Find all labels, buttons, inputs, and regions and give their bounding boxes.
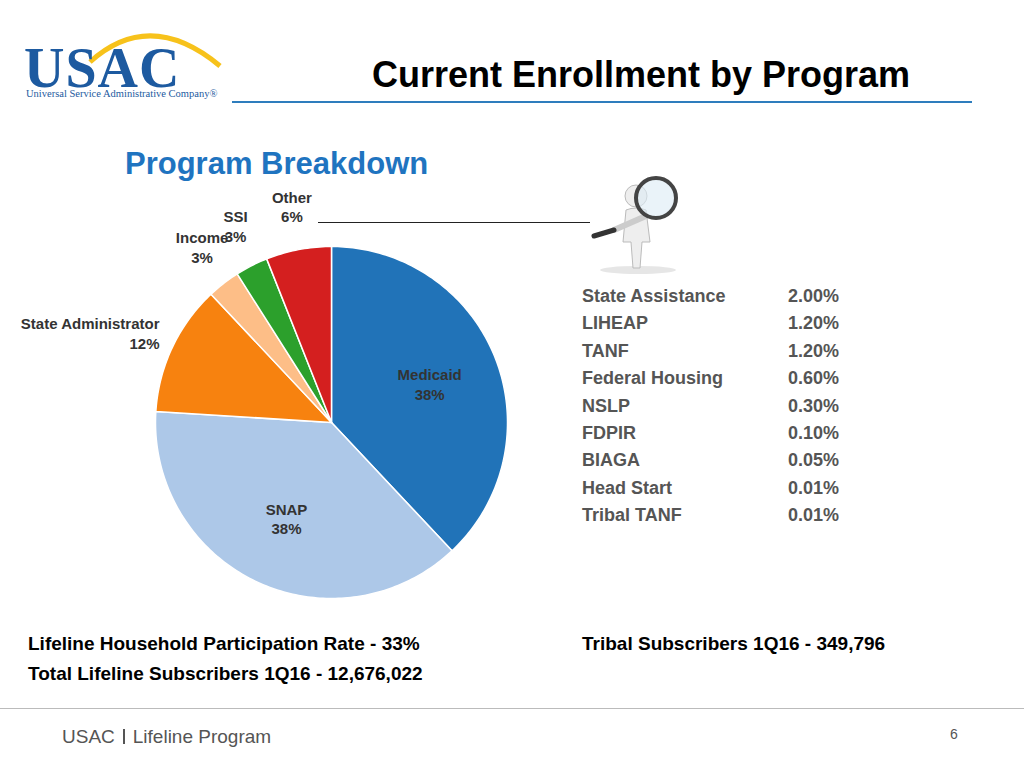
- html-text:Current Enrollment by Program: Current Enrollment by Program: [372, 54, 911, 95]
- html-text:Federal Housing: Federal Housing: [582, 368, 723, 389]
- html-text:0.01%: 0.01%: [788, 505, 839, 526]
- html-text:NSLP: NSLP: [582, 395, 630, 416]
- svg-text:Other6%: Other6%: [272, 189, 312, 226]
- html-text:0.10%: 0.10%: [788, 423, 839, 443]
- html-text:Universal Service Administrati: Universal Service Administrative Company…: [26, 88, 218, 99]
- html-text:0.30%: 0.30%: [788, 395, 839, 416]
- html-text:FDPIR: FDPIR: [582, 423, 636, 443]
- html-text:1.20%: 1.20%: [788, 313, 839, 334]
- html-text:BIAGA: BIAGA: [582, 450, 640, 471]
- html-text:Program Breakdown: Program Breakdown: [125, 146, 429, 181]
- html-text:Lifeline Household Participati: Lifeline Household Participation Rate - …: [28, 633, 420, 654]
- svg-text:SSI3%: SSI3%: [224, 208, 248, 245]
- html-text:USAC: USAC: [24, 37, 181, 99]
- svg-text:Income3%: Income3%: [176, 229, 229, 266]
- svg-text:State Administrator12%: State Administrator12%: [21, 315, 160, 352]
- html-text:2.00%: 2.00%: [788, 286, 839, 306]
- html-text:TANF: TANF: [582, 340, 629, 361]
- html-text:Lifeline Program: Lifeline Program: [132, 726, 272, 747]
- html-text:0.60%: 0.60%: [788, 368, 839, 389]
- html-text:Head Start: Head Start: [582, 477, 672, 498]
- html-text:LIHEAP: LIHEAP: [582, 313, 648, 334]
- html-text:6: 6: [950, 726, 958, 742]
- html-text:Tribal Subscribers 1Q16 - 349,: Tribal Subscribers 1Q16 - 349,796: [582, 633, 886, 654]
- html-text:Tribal TANF: Tribal TANF: [582, 505, 682, 526]
- html-text:1.20%: 1.20%: [788, 340, 839, 361]
- svg-text:Medicaid38%: Medicaid38%: [398, 366, 462, 403]
- html-text:Total Lifeline Subscribers 1Q1: Total Lifeline Subscribers 1Q16 - 12,676…: [28, 663, 423, 684]
- html-text:0.01%: 0.01%: [788, 477, 839, 498]
- html-text:State Assistance: State Assistance: [582, 286, 726, 306]
- html-text:USAC: USAC: [62, 726, 115, 747]
- svg-text:SNAP38%: SNAP38%: [266, 501, 308, 538]
- html-text:0.05%: 0.05%: [788, 450, 839, 471]
